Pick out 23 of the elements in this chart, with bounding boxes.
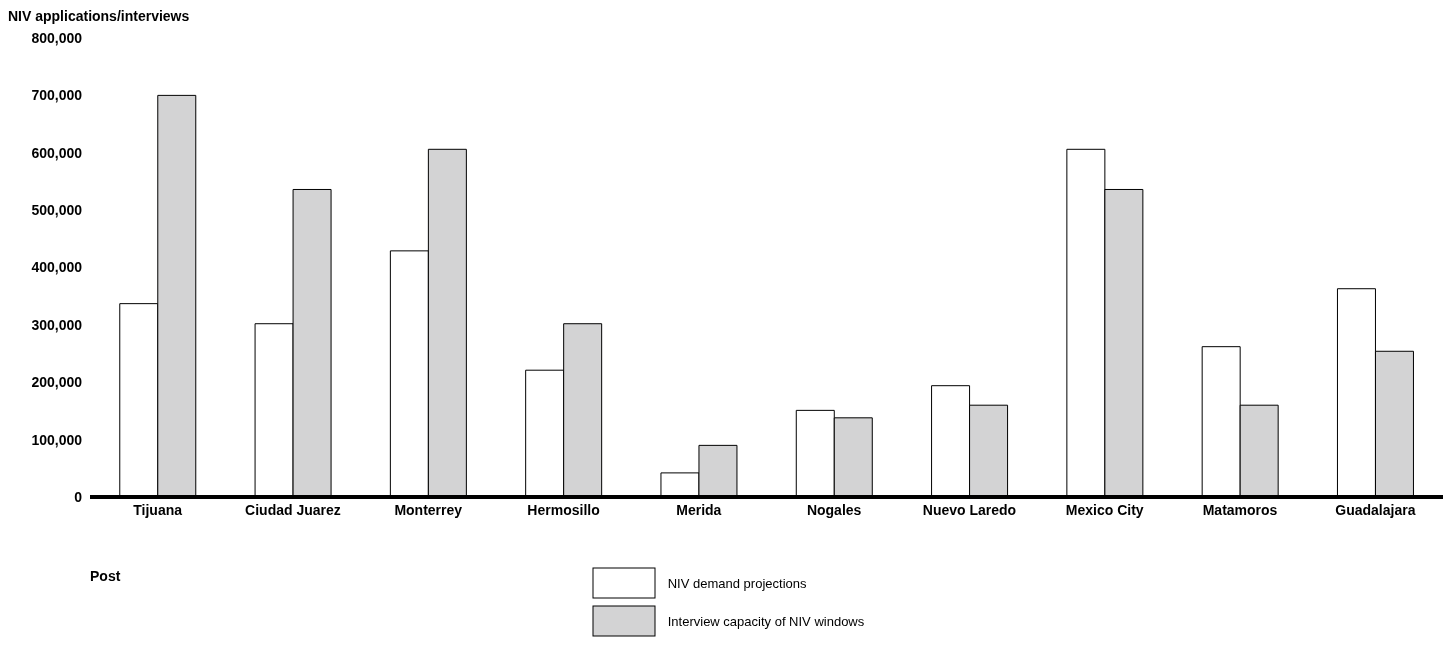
y-tick-label: 300,000 bbox=[31, 316, 83, 333]
x-axis-title: Post bbox=[90, 568, 121, 584]
x-tick-label: Ciudad Juarez bbox=[245, 501, 341, 518]
y-axis-title: NIV applications/interviews bbox=[8, 8, 190, 24]
x-tick-label: Nuevo Laredo bbox=[922, 501, 1017, 518]
y-tick-label: 600,000 bbox=[31, 144, 83, 161]
x-tick-label: Matamoros bbox=[1202, 501, 1278, 518]
x-tick-label: Monterrey bbox=[394, 501, 463, 518]
y-tick-label: 800,000 bbox=[31, 29, 83, 46]
x-tick-label: Nogales bbox=[806, 501, 862, 518]
legend-label: NIV demand projections bbox=[667, 575, 807, 591]
y-tick-label: 500,000 bbox=[31, 202, 83, 219]
y-tick-label: 100,000 bbox=[31, 431, 83, 448]
x-tick-label: Tijuana bbox=[133, 501, 183, 518]
y-tick-label: 700,000 bbox=[31, 87, 83, 104]
x-tick-label: Mexico City bbox=[1065, 501, 1144, 518]
y-tick-label: 200,000 bbox=[31, 374, 83, 391]
y-tick-label: 400,000 bbox=[31, 259, 83, 276]
y-tick-label: 0 bbox=[74, 488, 83, 505]
x-tick-label: Merida bbox=[676, 501, 722, 518]
x-tick-label: Hermosillo bbox=[527, 501, 600, 518]
x-tick-label: Guadalajara bbox=[1335, 501, 1416, 518]
legend-label: Interview capacity of NIV windows bbox=[667, 613, 865, 629]
